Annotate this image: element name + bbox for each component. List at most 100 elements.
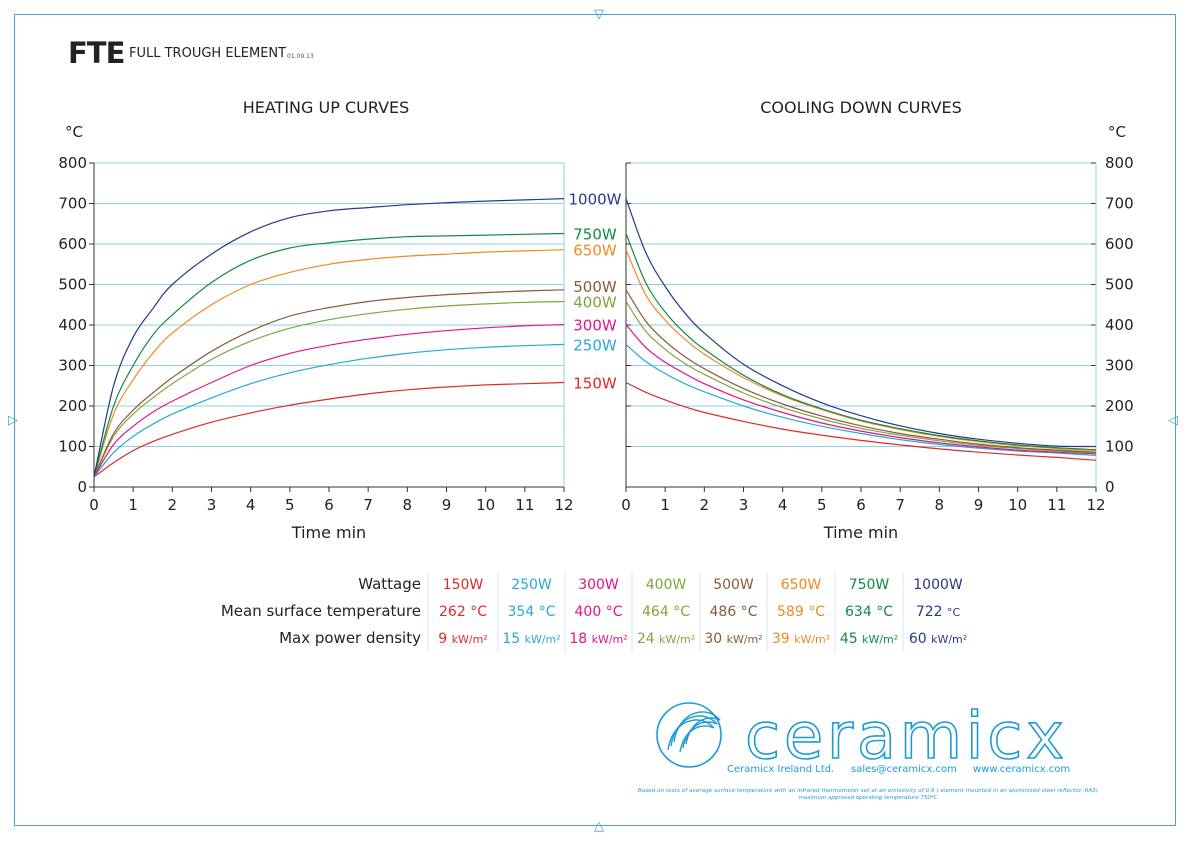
x-tick-label: 3 xyxy=(739,496,749,514)
temperature-unit: °C xyxy=(606,604,623,620)
brand-wordmark: ceramicx xyxy=(745,700,1065,774)
temperature-cell: 589 °C xyxy=(777,604,825,620)
x-axis-label: Time min xyxy=(291,523,366,542)
power-density-value: 39 xyxy=(772,631,790,647)
power-density-value: 24 xyxy=(637,631,655,647)
x-tick-label: 6 xyxy=(856,496,866,514)
series-line-300w xyxy=(93,324,565,478)
x-tick-label: 8 xyxy=(935,496,945,514)
y-axis-unit-label: °C xyxy=(65,123,83,141)
power-density-value: 60 xyxy=(909,631,927,647)
power-density-unit: kW/m² xyxy=(794,633,830,646)
series-line-500w xyxy=(93,289,565,478)
test-footnote: Based on tests of average surface temper… xyxy=(638,788,1098,794)
company-website: www.ceramicx.com xyxy=(973,764,1070,775)
wattage-cell: 300W xyxy=(578,577,619,593)
y-tick-label: 400 xyxy=(58,316,87,334)
x-tick-label: 7 xyxy=(895,496,905,514)
power-density-unit: kW/m² xyxy=(862,633,898,646)
legend-label-150w: 150W xyxy=(573,375,617,393)
series-line-500w xyxy=(625,289,1097,453)
product-name: FULL TROUGH ELEMENT xyxy=(129,46,287,61)
x-tick-label: 2 xyxy=(168,496,178,514)
power-density-value: 15 xyxy=(502,631,520,647)
right-center-marker: ◁ xyxy=(1168,413,1178,428)
x-tick-label: 12 xyxy=(554,496,573,514)
x-tick-label: 10 xyxy=(1008,496,1027,514)
x-tick-label: 6 xyxy=(324,496,334,514)
temperature-unit: °C xyxy=(947,606,961,619)
y-axis-unit-label: °C xyxy=(1108,123,1126,141)
x-tick-label: 11 xyxy=(1047,496,1066,514)
y-tick-label: 500 xyxy=(58,276,87,294)
y-tick-label: 600 xyxy=(1105,235,1134,253)
x-axis-label: Time min xyxy=(823,523,898,542)
x-tick-label: 9 xyxy=(442,496,452,514)
power-density-value: 30 xyxy=(704,631,722,647)
ceramicx-logo-mark xyxy=(656,702,722,768)
x-tick-label: 9 xyxy=(974,496,984,514)
series-line-400w xyxy=(93,300,565,478)
legend-label-1000w: 1000W xyxy=(568,191,621,209)
chart-title: HEATING UP CURVES xyxy=(243,98,410,117)
x-tick-label: 0 xyxy=(89,496,99,514)
series-line-650w xyxy=(625,249,1097,452)
temperature-value: 634 xyxy=(845,604,872,620)
y-tick-label: 400 xyxy=(1105,316,1134,334)
wattage-cell: 150W xyxy=(443,577,484,593)
y-tick-label: 200 xyxy=(1105,397,1134,415)
temperature-cell: 262 °C xyxy=(439,604,487,620)
temperature-value: 486 xyxy=(710,604,737,620)
y-tick-label: 0 xyxy=(77,478,87,496)
x-tick-label: 3 xyxy=(207,496,217,514)
series-line-1000w xyxy=(93,198,565,478)
x-tick-label: 1 xyxy=(128,496,138,514)
x-tick-label: 11 xyxy=(515,496,534,514)
temperature-cell: 354 °C xyxy=(508,604,556,620)
y-tick-label: 300 xyxy=(58,357,87,375)
y-tick-label: 200 xyxy=(58,397,87,415)
y-tick-label: 700 xyxy=(1105,195,1134,213)
temperature-cell: 464 °C xyxy=(642,604,690,620)
table-row-label: Max power density xyxy=(279,629,421,647)
y-tick-label: 500 xyxy=(1105,276,1134,294)
x-tick-label: 8 xyxy=(403,496,413,514)
x-tick-label: 0 xyxy=(621,496,631,514)
power-density-cell: 15 kW/m² xyxy=(502,631,560,647)
power-density-cell: 30 kW/m² xyxy=(704,631,762,647)
power-density-cell: 24 kW/m² xyxy=(637,631,695,647)
wattage-cell: 250W xyxy=(511,577,552,593)
power-density-unit: kW/m² xyxy=(525,633,561,646)
y-tick-label: 800 xyxy=(1105,154,1134,172)
wattage-cell: 650W xyxy=(781,577,822,593)
y-tick-label: 600 xyxy=(58,235,87,253)
x-tick-label: 5 xyxy=(285,496,295,514)
temperature-value: 354 xyxy=(508,604,535,620)
temperature-value: 464 xyxy=(642,604,669,620)
power-density-cell: 60 kW/m² xyxy=(909,631,967,647)
legend-label-750w: 750W xyxy=(573,225,617,243)
bottom-center-marker: △ xyxy=(594,819,604,834)
y-tick-label: 300 xyxy=(1105,357,1134,375)
x-tick-label: 7 xyxy=(363,496,373,514)
x-tick-label: 12 xyxy=(1086,496,1105,514)
temperature-cell: 486 °C xyxy=(710,604,758,620)
x-tick-label: 4 xyxy=(778,496,788,514)
x-tick-label: 1 xyxy=(660,496,670,514)
temperature-value: 722 xyxy=(916,604,943,620)
x-tick-label: 5 xyxy=(817,496,827,514)
x-tick-label: 10 xyxy=(476,496,495,514)
temperature-unit: °C xyxy=(539,604,556,620)
series-line-650w xyxy=(93,249,565,478)
power-density-value: 45 xyxy=(840,631,858,647)
series-line-150w xyxy=(625,381,1097,461)
company-name: Ceramicx Ireland Ltd. xyxy=(727,764,834,775)
chart-title: COOLING DOWN CURVES xyxy=(760,98,962,117)
power-density-cell: 18 kW/m² xyxy=(569,631,627,647)
series-line-750w xyxy=(93,232,565,478)
legend-label-300w: 300W xyxy=(573,317,617,335)
x-tick-label: 2 xyxy=(700,496,710,514)
y-tick-label: 100 xyxy=(1105,438,1134,456)
legend-label-250w: 250W xyxy=(573,336,617,354)
